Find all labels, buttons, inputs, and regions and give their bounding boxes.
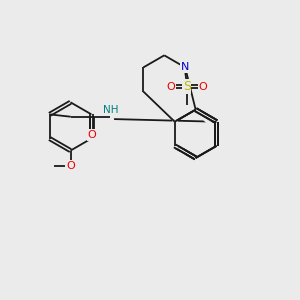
- Text: O: O: [66, 161, 75, 171]
- Text: O: O: [167, 82, 175, 92]
- Text: NH: NH: [103, 105, 119, 115]
- Text: O: O: [88, 130, 96, 140]
- Text: S: S: [183, 80, 191, 93]
- Text: N: N: [181, 62, 189, 72]
- Text: O: O: [198, 82, 207, 92]
